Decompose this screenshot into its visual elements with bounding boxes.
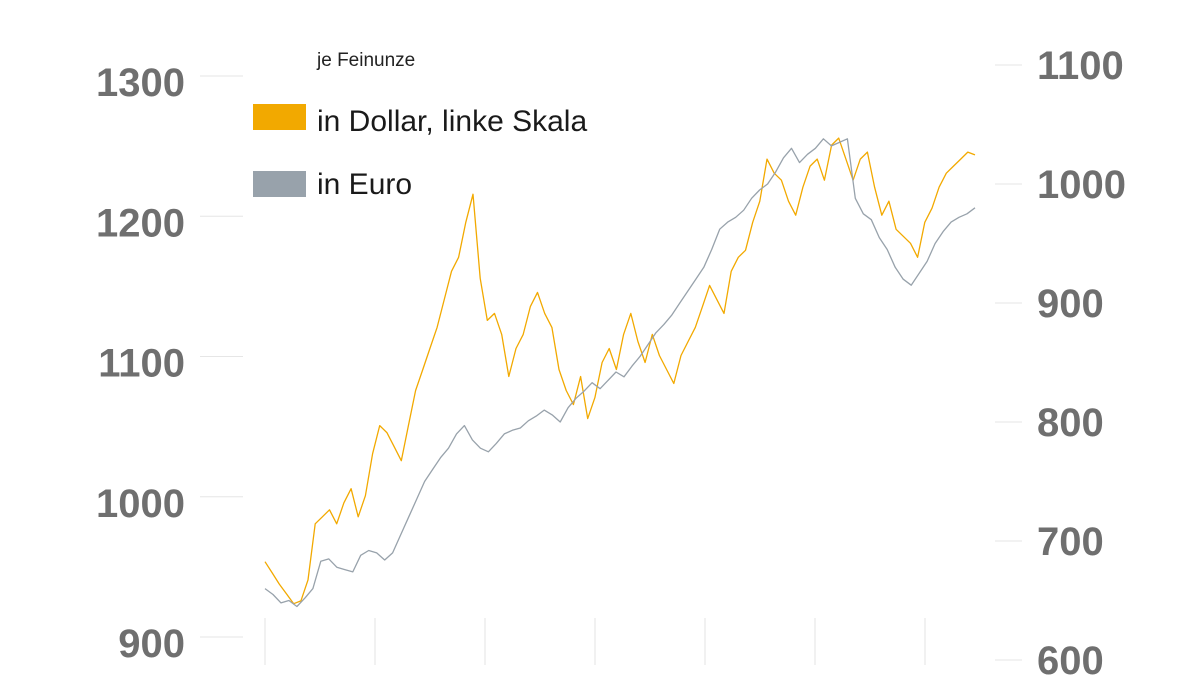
right-tick-label: 1000 xyxy=(1037,163,1126,207)
right-tick-label: 700 xyxy=(1037,520,1104,564)
left-tick-label: 1300 xyxy=(96,61,185,105)
right-tick-label: 900 xyxy=(1037,282,1104,326)
left-tick-label: 1100 xyxy=(98,342,185,386)
right-tick-label: 800 xyxy=(1037,401,1104,445)
right-tick-label: 1100 xyxy=(1037,44,1124,88)
legend: je Feinunze in Dollar, linke Skala in Eu… xyxy=(253,50,587,201)
legend-swatch-dollar xyxy=(253,104,306,130)
series-line-euro xyxy=(264,138,976,608)
legend-label-euro: in Euro xyxy=(317,168,412,201)
left-tick-label: 900 xyxy=(118,622,185,666)
left-tick-label: 1200 xyxy=(96,201,185,245)
series-line-dollar xyxy=(264,137,976,605)
legend-swatch-euro xyxy=(253,171,306,197)
series-layer xyxy=(264,137,976,608)
right-tick-label: 600 xyxy=(1037,639,1104,675)
legend-unit-label: je Feinunze xyxy=(316,50,415,71)
right-axis: 600 700 800 900 1000 1100 xyxy=(1037,44,1126,680)
left-axis: 900 1000 1100 1200 1300 xyxy=(96,61,185,666)
legend-label-dollar: in Dollar, linke Skala xyxy=(317,105,587,138)
grid xyxy=(200,64,1022,665)
left-tick-label: 1000 xyxy=(96,482,185,526)
